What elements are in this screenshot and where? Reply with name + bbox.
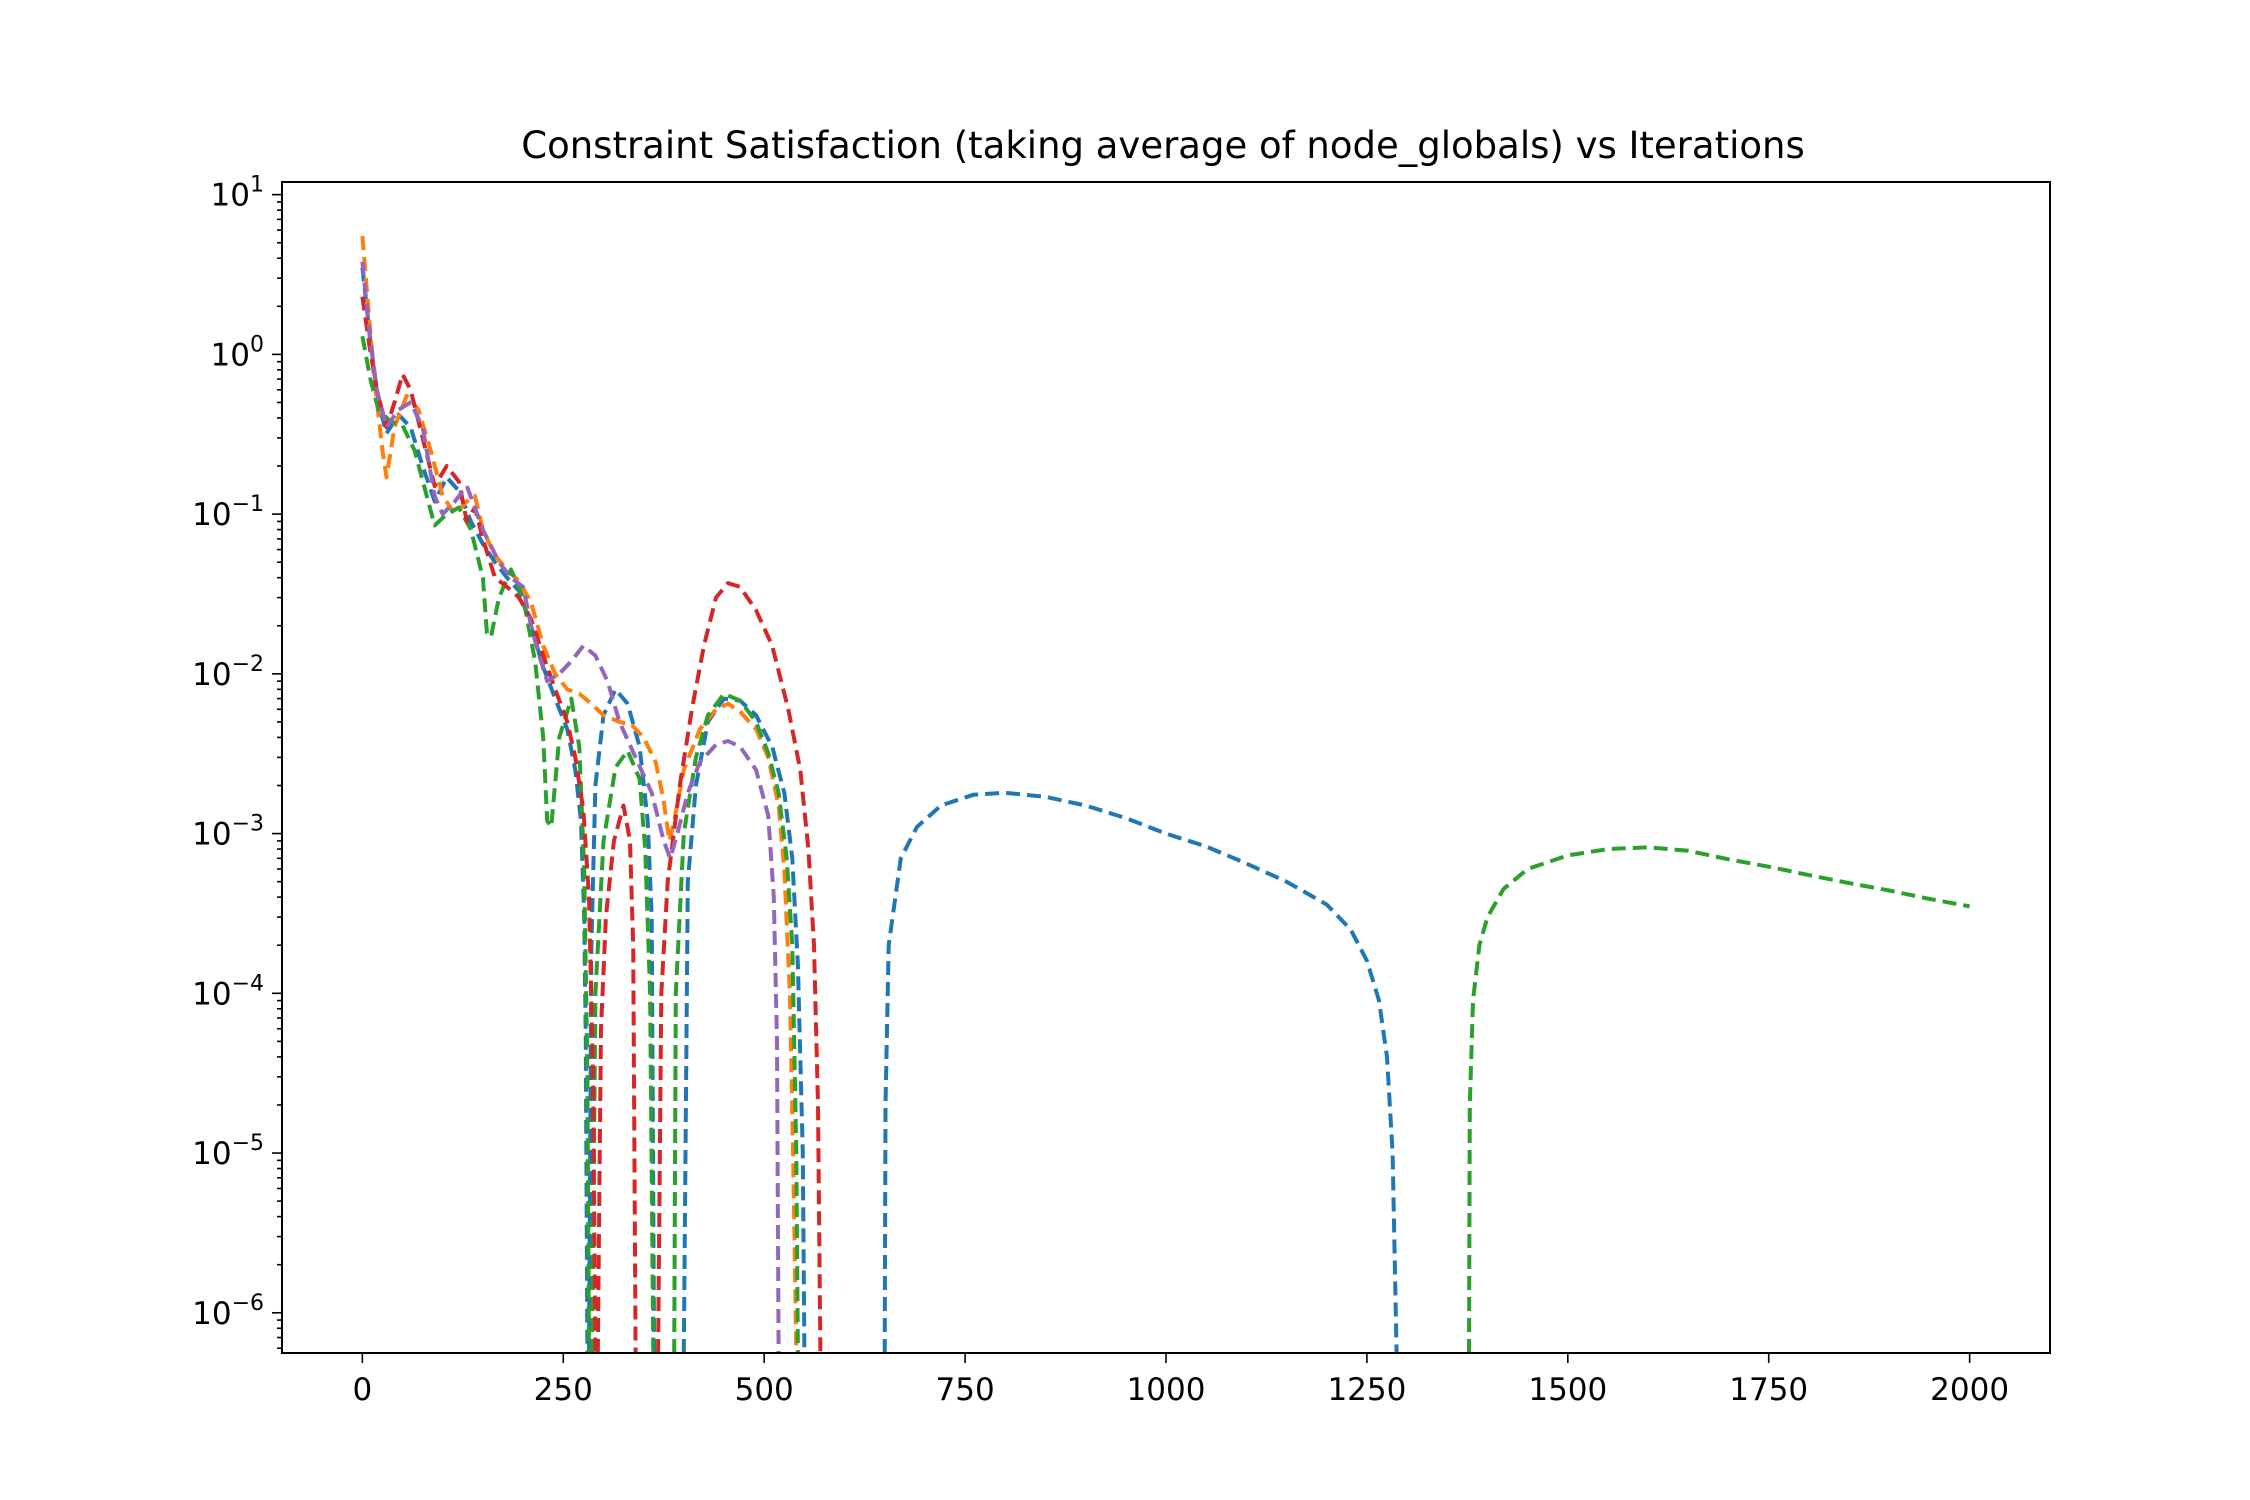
y-tick-label: 10−3	[192, 812, 264, 853]
y-tick-label: 10−1	[192, 492, 264, 533]
x-tick-label: 1000	[1127, 1372, 1206, 1408]
x-tick-label: 750	[936, 1372, 995, 1408]
plot-frame	[281, 181, 2051, 1354]
x-axis: 0 250 500 750 1000 1250 1500 1750 2000	[352, 1353, 2009, 1408]
x-tick-label: 1250	[1327, 1372, 1406, 1408]
y-tick-label: 10−2	[192, 652, 264, 693]
series-layer	[360, 235, 1970, 1353]
y-tick-label: 10−6	[192, 1291, 264, 1332]
y-tick-label: 10−4	[192, 971, 264, 1012]
series-5-segment-1	[360, 261, 781, 1353]
chart-title: Constraint Satisfaction (taking average …	[521, 124, 1804, 167]
series-3-segment-4	[1467, 845, 1970, 1353]
y-axis: 101 100 10−1 10−2 10−3 10−4 10−5 10−6	[192, 173, 282, 1350]
y-tick-label: 100	[211, 332, 264, 373]
series-2-segment-1	[360, 235, 799, 1353]
y-tick-label: 10−5	[192, 1131, 264, 1172]
series-4-segment-3	[656, 581, 823, 1353]
series-3-segment-2	[590, 748, 656, 1353]
series-4-segment-2	[595, 803, 638, 1353]
series-3-segment-3	[672, 691, 800, 1353]
x-tick-label: 500	[735, 1372, 794, 1408]
x-tick-label: 250	[534, 1372, 593, 1408]
series-1-segment-3	[681, 696, 807, 1353]
x-tick-label: 1750	[1729, 1372, 1808, 1408]
x-tick-label: 1500	[1528, 1372, 1607, 1408]
series-3-segment-1	[360, 335, 591, 1353]
series-4-segment-1	[360, 296, 598, 1353]
series-1-segment-2	[587, 687, 657, 1353]
series-1-segment-4	[882, 790, 1399, 1353]
x-tick-label: 2000	[1930, 1372, 2009, 1408]
x-tick-label: 0	[352, 1372, 372, 1408]
y-tick-label: 101	[211, 173, 264, 214]
